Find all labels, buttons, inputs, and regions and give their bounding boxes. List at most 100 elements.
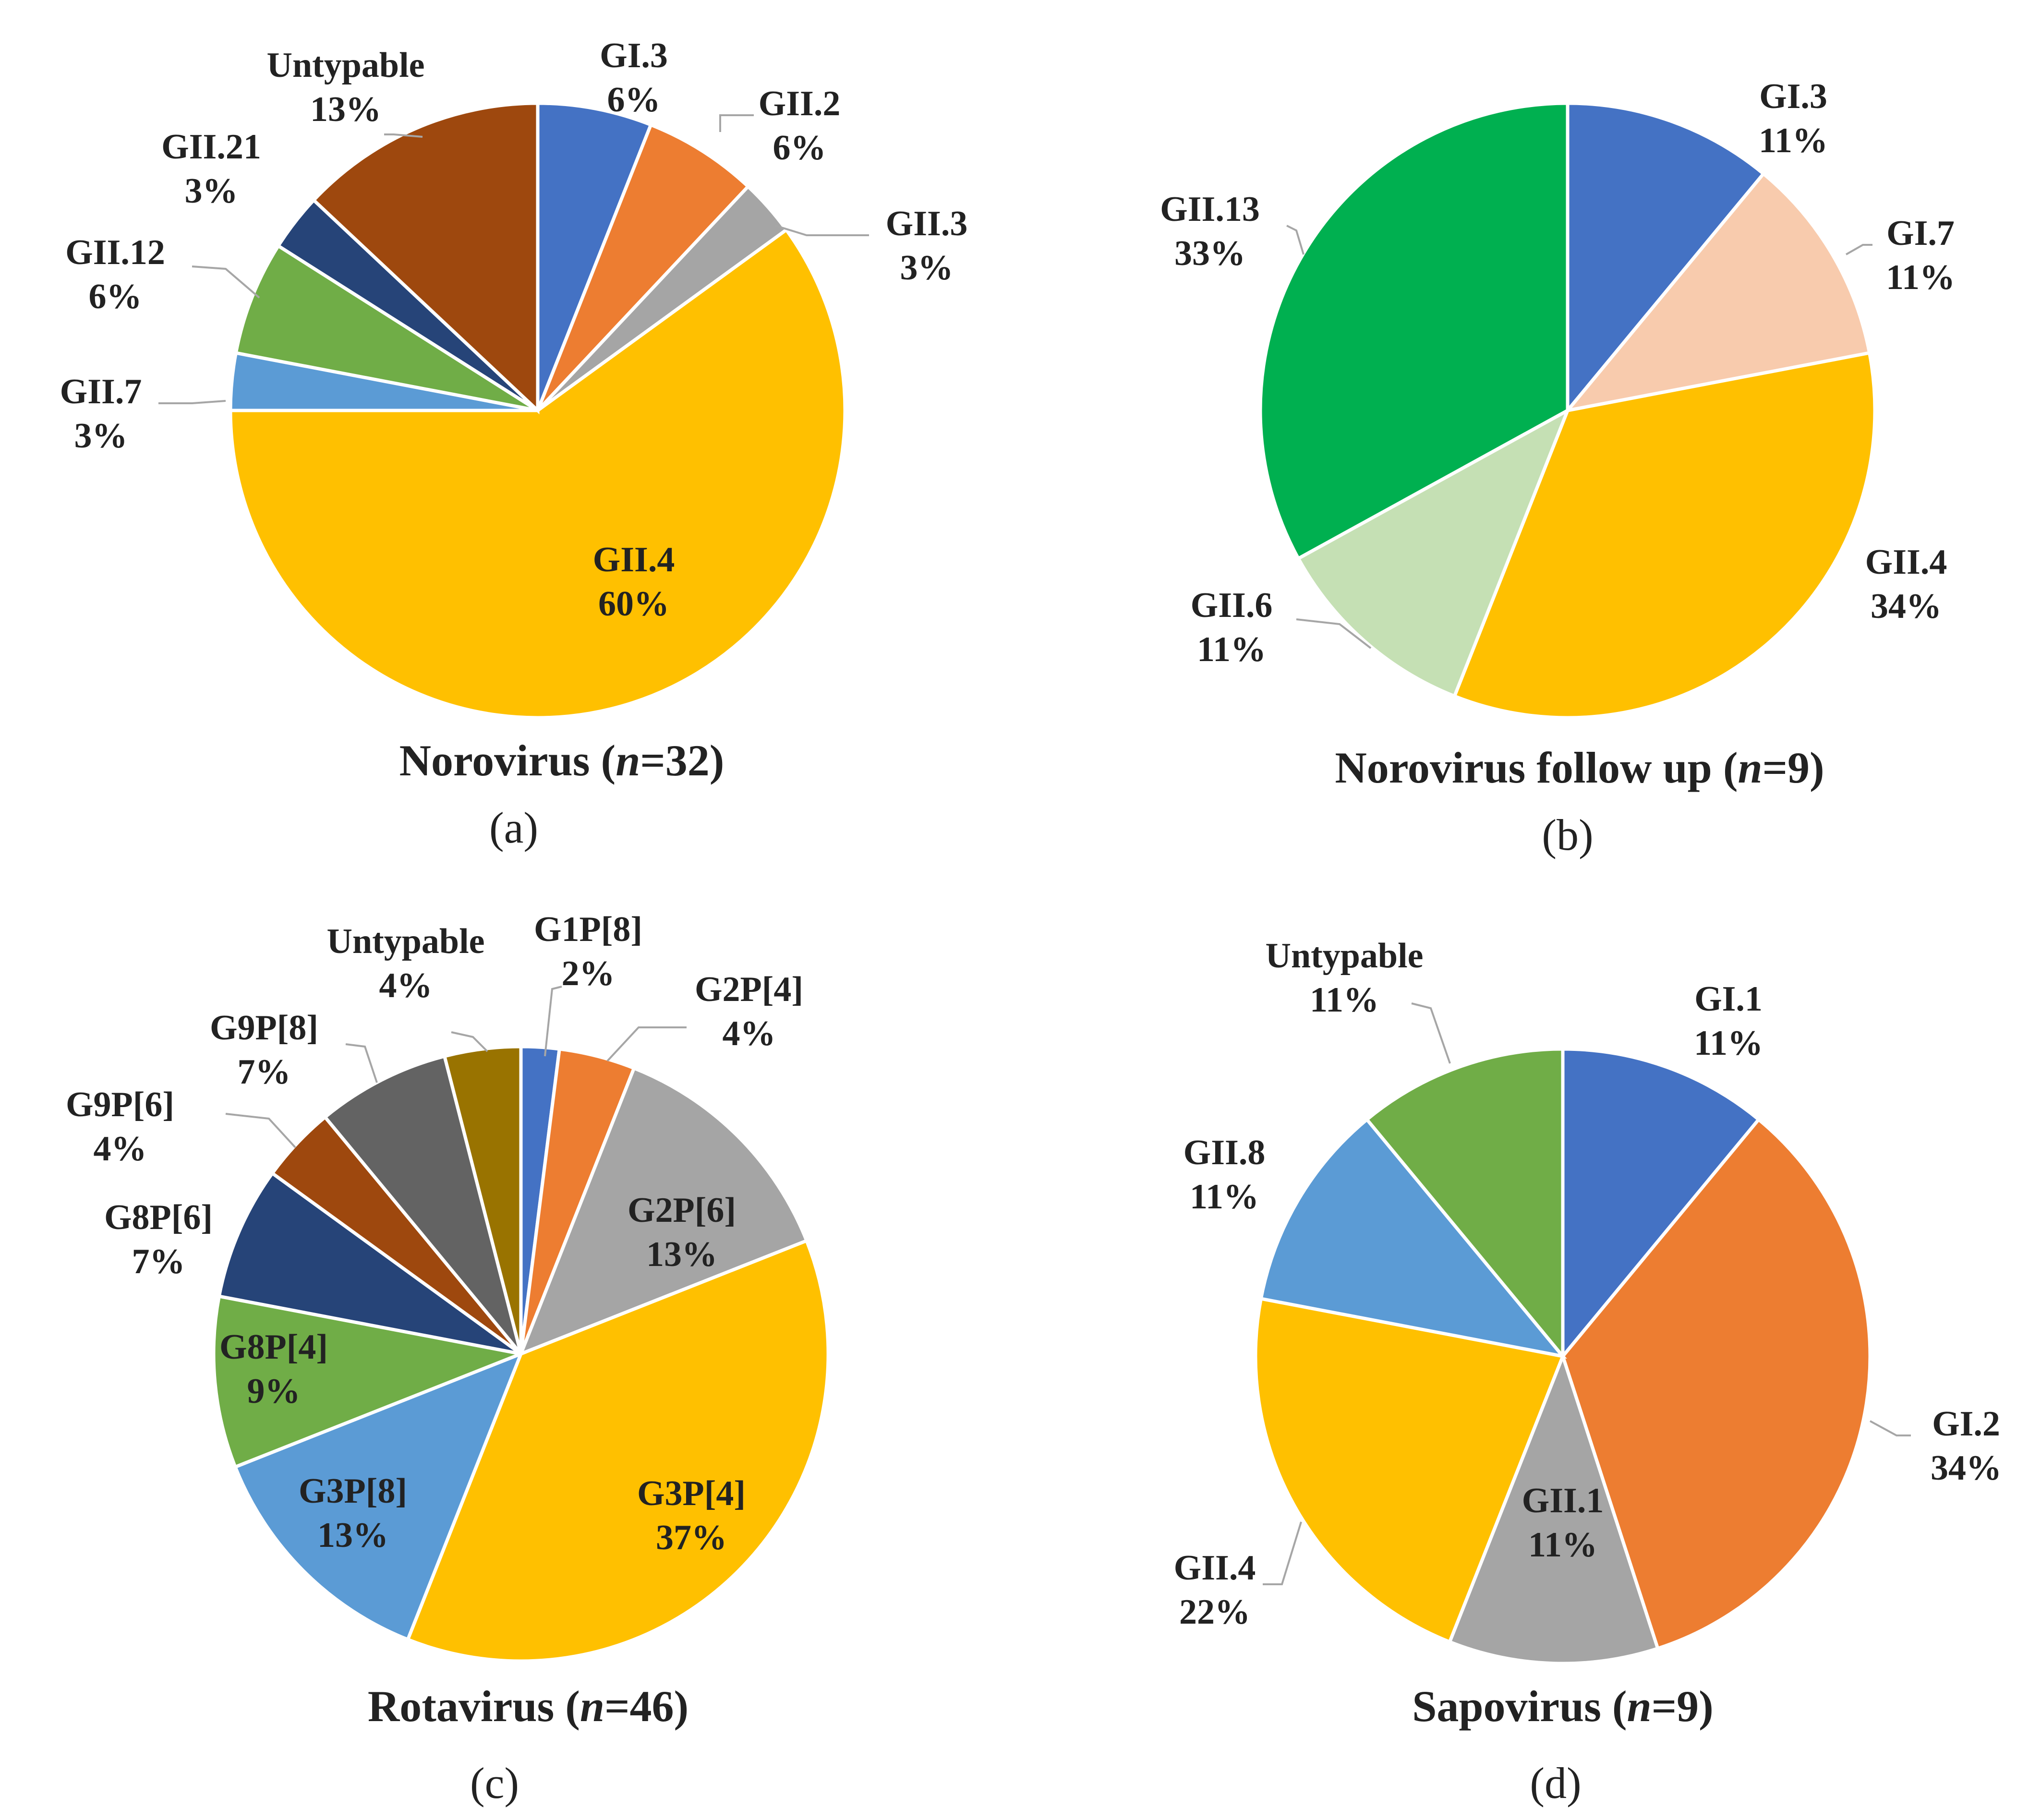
slice-label-gii-7: GII.7 — [60, 372, 142, 411]
slice-percent-g8p-4: 9% — [247, 1372, 301, 1411]
slice-label-g3p-8: G3P[8] — [299, 1471, 407, 1511]
leader-line-gii-3 — [775, 225, 869, 236]
pie-labels: GI.111%GI.234%GII.111%GII.422%GII.811%Un… — [1174, 936, 2002, 1632]
leader-line-gii-2 — [719, 114, 754, 132]
slice-percent-untypable: 13% — [310, 90, 381, 129]
pie-slice-untypable — [311, 101, 540, 415]
pie-slice-gii-4 — [1254, 1296, 1565, 1644]
pie-slice-gi-7 — [1563, 171, 1872, 413]
slice-percent-g2p-6: 13% — [646, 1235, 717, 1274]
slice-label-gi-1: GI.1 — [1694, 979, 1763, 1019]
slice-label-gii-21: GII.21 — [161, 127, 261, 167]
pie-slice-gii-1 — [1447, 1351, 1660, 1665]
slice-percent-gii-13: 33% — [1174, 234, 1245, 273]
pie-slices — [229, 101, 847, 720]
slice-percent-gii-21: 3% — [185, 171, 238, 211]
pie-slice-gi-1 — [1561, 1047, 1761, 1361]
pie-slice-gii-6 — [1296, 407, 1571, 699]
leader-line-gii-12 — [192, 265, 260, 299]
pie-panel-d: GI.111%GI.234%GII.111%GII.422%GII.811%Un… — [1174, 936, 2002, 1808]
slice-percent-untypable: 11% — [1310, 980, 1379, 1020]
slice-label-gii-1: GII.1 — [1522, 1481, 1604, 1520]
slice-percent-g1p-8: 2% — [562, 954, 615, 993]
panel-label: (b) — [1542, 810, 1593, 859]
panel-label: (c) — [470, 1759, 519, 1808]
pie-slice-gi-3 — [536, 101, 653, 411]
panel-label: (a) — [489, 803, 538, 852]
pie-slice-g8p-4 — [212, 1294, 527, 1470]
slice-percent-gii-8: 11% — [1190, 1177, 1259, 1217]
pie-slice-g9p-8 — [323, 1054, 523, 1355]
slice-label-gii-13: GII.13 — [1160, 190, 1260, 229]
pie-slice-g2p-6 — [518, 1066, 809, 1357]
slice-label-gii-8: GII.8 — [1184, 1133, 1266, 1172]
chart-title: Sapovirus (n=9) — [1412, 1682, 1714, 1731]
slice-label-gii-4: GII.4 — [593, 540, 675, 579]
slice-percent-gi-7: 11% — [1886, 258, 1955, 297]
pie-panel-a: GI.3 6% GII.2 6% GII.3 3% GII.4 60% GII.7 3% GII.1… — [60, 36, 968, 852]
slice-label-g8p-4: G8P[4] — [219, 1327, 328, 1367]
pie-slice-g8p-6 — [217, 1170, 522, 1356]
slice-label-untypable: Untypable — [1266, 936, 1424, 976]
pie-slice-g3p-8 — [233, 1350, 524, 1642]
slice-label-g2p-6: G2P[6] — [628, 1191, 736, 1230]
slice-label-untypable: Untypable — [327, 922, 485, 961]
slice-percent-gii-2: 6% — [773, 128, 826, 168]
slice-percent-gi-2: 34% — [1931, 1448, 2002, 1488]
slice-label-gii-2: GII.2 — [759, 84, 841, 123]
slice-label-g9p-8: G9P[8] — [210, 1008, 318, 1048]
slice-percent-gi-1: 11% — [1694, 1024, 1763, 1063]
pie-slice-gi-3 — [1566, 101, 1766, 415]
slice-percent-gii-4: 22% — [1179, 1592, 1250, 1632]
slice-label-gii-6: GII.6 — [1191, 586, 1273, 625]
leader-line-g2p-4 — [606, 1026, 687, 1062]
slice-percent-gii-6: 11% — [1197, 630, 1266, 669]
slice-label-g8p-6: G8P[6] — [104, 1198, 213, 1237]
slice-label-gi-3: GI.3 — [600, 36, 668, 75]
leader-line-untypable — [384, 133, 423, 138]
slice-percent-g8p-6: 7% — [132, 1242, 185, 1281]
chart-title: Norovirus follow up (n=9) — [1335, 743, 1824, 792]
slice-percent-gii-4: 34% — [1871, 587, 1942, 626]
panel-label: (d) — [1530, 1759, 1581, 1808]
pie-slices — [1258, 101, 1877, 720]
pie-panel-b: GI.3 11% GI.7 11% GII.4 34% GII.6 11% GII.13 33% N… — [1160, 77, 1955, 859]
slice-label-gi-3: GI.3 — [1759, 77, 1827, 116]
chart-title: Norovirus (n=32) — [399, 736, 725, 785]
slice-label-gi-7: GI.7 — [1886, 214, 1955, 253]
pie-slice-gii-4 — [1452, 350, 1877, 720]
slice-label-gii-4: GII.4 — [1174, 1548, 1256, 1588]
slice-percent-g9p-8: 7% — [238, 1052, 291, 1092]
slice-label-gii-12: GII.12 — [65, 233, 165, 272]
slice-percent-untypable: 4% — [379, 966, 433, 1005]
leader-line-gii-7 — [158, 400, 226, 404]
pie-slice-gii-12 — [234, 243, 539, 412]
slice-percent-gii-1: 11% — [1528, 1525, 1597, 1565]
leader-line-gii-6 — [1296, 618, 1372, 649]
pie-slice-gii-2 — [536, 122, 751, 412]
leader-line-g1p-8 — [544, 986, 562, 1057]
pie-labels: G1P[8] 2% G2P[4] 4% G2P[6] 13% G3P[4] 37% G3P[8]… — [66, 910, 803, 1557]
slice-percent-gii-4: 60% — [598, 584, 669, 624]
slice-percent-gii-7: 3% — [74, 416, 128, 456]
pie-labels: GI.3 11% GI.7 11% GII.4 34% GII.6 11% GII.13 33% — [1160, 77, 1955, 669]
pie-slice-untypable — [442, 1045, 523, 1354]
slice-percent-gii-12: 6% — [89, 277, 142, 316]
slice-label-g9p-6: G9P[6] — [66, 1085, 174, 1124]
leader-line-gii-13 — [1286, 225, 1304, 255]
pie-slice-gi-2 — [1561, 1117, 1872, 1651]
slice-label-gii-3: GII.3 — [886, 204, 968, 243]
slice-percent-g3p-4: 37% — [656, 1518, 727, 1557]
slice-label-gi-2: GI.2 — [1932, 1404, 2000, 1444]
slice-percent-g3p-8: 13% — [317, 1516, 388, 1555]
leader-line-g9p-6 — [225, 1113, 296, 1148]
slice-percent-gi-3: 11% — [1759, 121, 1828, 160]
leader-line-untypable — [1411, 1002, 1451, 1064]
leader-line-gii-4 — [1263, 1521, 1302, 1585]
chart-title: Rotavirus (n=46) — [368, 1682, 688, 1731]
slice-percent-gii-3: 3% — [900, 248, 954, 288]
pie-slice-gii-4 — [229, 227, 847, 720]
slice-label-g1p-8: G1P[8] — [534, 910, 642, 949]
